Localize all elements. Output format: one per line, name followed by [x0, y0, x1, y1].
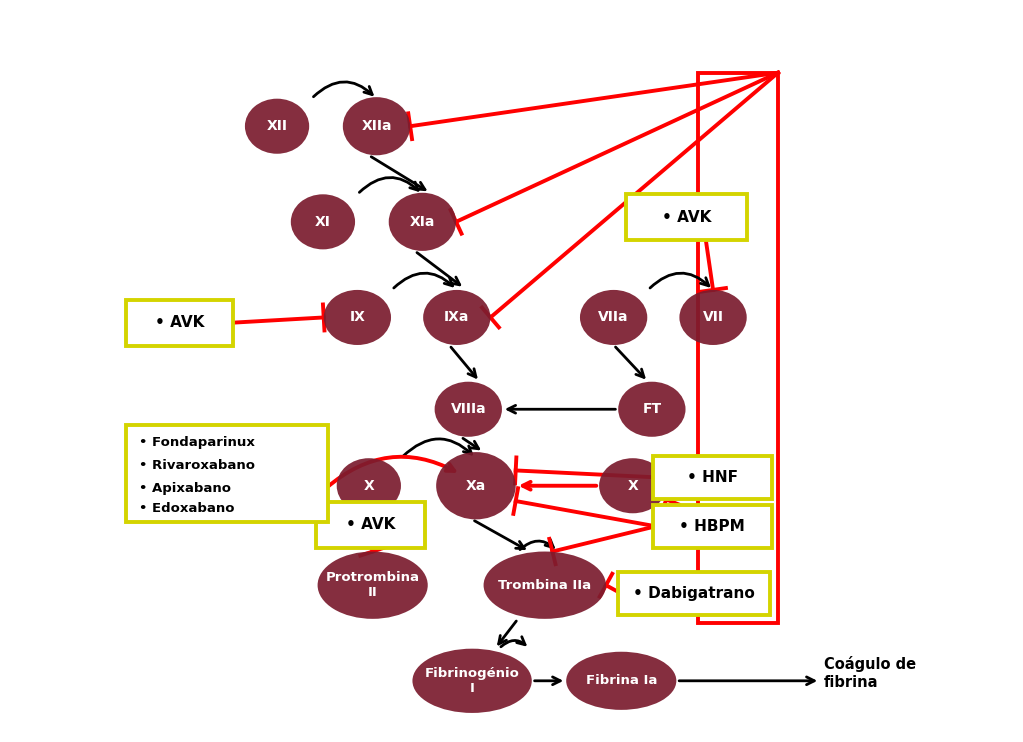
Text: • Edoxabano: • Edoxabano — [138, 502, 234, 515]
Text: Trombina IIa: Trombina IIa — [498, 579, 591, 591]
Text: Protrombina
II: Protrombina II — [325, 571, 419, 600]
Ellipse shape — [244, 99, 309, 154]
FancyBboxPatch shape — [316, 502, 426, 548]
Text: • Rivaroxabano: • Rivaroxabano — [138, 459, 255, 472]
FancyBboxPatch shape — [653, 505, 772, 548]
FancyBboxPatch shape — [127, 425, 327, 522]
Text: XIa: XIa — [409, 215, 435, 229]
Text: • AVK: • AVK — [346, 517, 396, 532]
Text: • Dabigatrano: • Dabigatrano — [633, 586, 755, 601]
FancyBboxPatch shape — [127, 300, 233, 346]
Ellipse shape — [679, 290, 747, 345]
Ellipse shape — [291, 194, 355, 249]
Text: VIIIa: VIIIa — [450, 402, 486, 416]
Text: FT: FT — [642, 402, 662, 416]
Text: • HNF: • HNF — [686, 470, 738, 485]
Text: X: X — [363, 479, 374, 493]
Bar — [698, 73, 779, 623]
Ellipse shape — [323, 290, 391, 345]
Text: • Fondaparinux: • Fondaparinux — [138, 436, 255, 449]
Text: XI: XI — [315, 215, 330, 229]
Ellipse shape — [317, 551, 428, 619]
Text: • HBPM: • HBPM — [679, 519, 745, 533]
Text: IXa: IXa — [444, 310, 470, 324]
FancyBboxPatch shape — [618, 572, 769, 615]
Ellipse shape — [389, 193, 456, 251]
Text: • AVK: • AVK — [662, 210, 711, 225]
Ellipse shape — [435, 381, 502, 437]
Text: • AVK: • AVK — [155, 315, 205, 330]
Ellipse shape — [436, 452, 516, 519]
Ellipse shape — [566, 651, 676, 710]
Ellipse shape — [484, 551, 606, 619]
Text: Coágulo de
fibrina: Coágulo de fibrina — [824, 656, 917, 691]
Ellipse shape — [337, 459, 401, 513]
FancyBboxPatch shape — [653, 456, 772, 499]
Ellipse shape — [618, 381, 685, 437]
Text: XII: XII — [267, 119, 287, 134]
FancyBboxPatch shape — [626, 194, 747, 240]
Text: IX: IX — [350, 310, 365, 324]
Ellipse shape — [343, 97, 410, 155]
Text: VIIa: VIIa — [598, 310, 629, 324]
Text: Xa: Xa — [465, 479, 486, 493]
Text: Fibrina Ia: Fibrina Ia — [585, 674, 657, 687]
Text: X: X — [627, 479, 638, 493]
Ellipse shape — [580, 290, 648, 345]
Ellipse shape — [424, 290, 490, 345]
Text: XIIa: XIIa — [361, 119, 392, 134]
Text: Fibrinogénio
I: Fibrinogénio I — [425, 667, 520, 695]
Ellipse shape — [599, 459, 666, 513]
Text: VII: VII — [703, 310, 723, 324]
Text: • Apixabano: • Apixabano — [138, 482, 230, 494]
Ellipse shape — [412, 649, 532, 713]
